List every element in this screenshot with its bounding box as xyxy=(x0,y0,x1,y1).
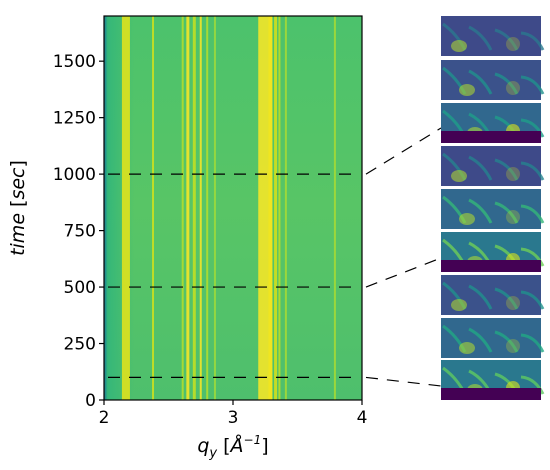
streak-6 xyxy=(206,16,209,400)
streak-10 xyxy=(274,16,278,400)
streak-12 xyxy=(284,16,287,400)
streak-3 xyxy=(186,16,190,400)
streak-1 xyxy=(152,16,155,400)
inset-panel xyxy=(441,103,545,143)
inset-panel xyxy=(441,360,545,400)
streak-2 xyxy=(181,16,184,400)
streak-7 xyxy=(213,16,216,400)
y-axis: 0 250 500 750 1000 1250 1500 xyxy=(53,52,104,411)
time-markers xyxy=(108,127,442,387)
inset-panel xyxy=(441,275,545,315)
streak-13 xyxy=(333,16,336,400)
y-tick-label: 1000 xyxy=(53,165,96,185)
streak-11 xyxy=(278,16,281,400)
streak-4 xyxy=(192,16,196,400)
heatmap xyxy=(104,16,362,400)
inset-panel xyxy=(441,16,545,56)
connector-line xyxy=(365,376,442,387)
streaks-layer xyxy=(121,16,336,400)
y-tick-label: 750 xyxy=(64,222,96,242)
inset-panel xyxy=(441,146,545,186)
x-tick-label: 3 xyxy=(228,408,239,428)
y-tick-label: 0 xyxy=(85,391,96,411)
connector-line xyxy=(365,257,442,288)
x-axis-title: qy [Å−1] xyxy=(197,433,268,461)
y-axis-title: time [sec] xyxy=(7,160,29,256)
inset-panel xyxy=(441,189,545,229)
streak-5 xyxy=(199,16,202,400)
streak-9 xyxy=(268,16,273,400)
x-tick-label: 4 xyxy=(357,408,368,428)
y-tick-label: 1500 xyxy=(53,52,96,72)
x-axis: 2 3 4 xyxy=(99,400,368,428)
inset-panels xyxy=(441,16,545,400)
inset-panel xyxy=(441,232,545,272)
streak-0 xyxy=(121,16,130,400)
y-tick-label: 500 xyxy=(64,278,96,298)
x-tick-label: 2 xyxy=(99,408,110,428)
y-tick-label: 1250 xyxy=(53,109,96,129)
y-tick-label: 250 xyxy=(64,335,96,355)
inset-panel xyxy=(441,318,545,358)
heatmap-background xyxy=(104,16,362,400)
connector-line xyxy=(365,127,442,175)
inset-panel xyxy=(441,60,545,100)
